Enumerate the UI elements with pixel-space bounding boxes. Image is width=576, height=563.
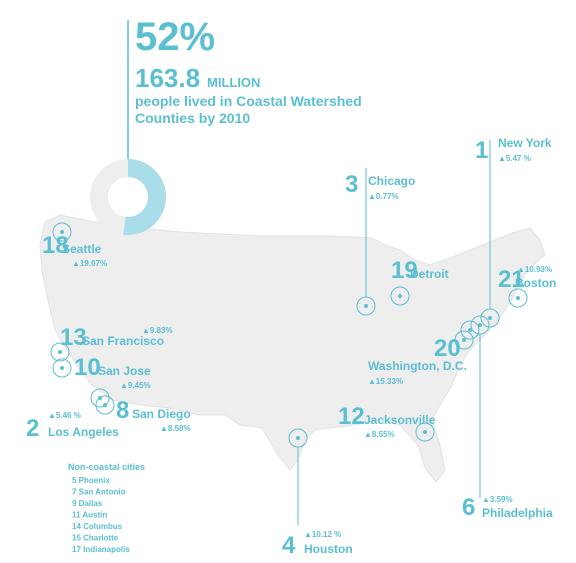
- city-name: Detroit: [410, 267, 449, 281]
- us-map: [39, 214, 546, 483]
- city-dot: [462, 338, 466, 342]
- city-dot: [58, 350, 62, 354]
- city-rank: 13: [60, 324, 87, 351]
- city-dot: [516, 296, 520, 300]
- legend-item: 9 Dallas: [72, 499, 103, 508]
- city-marker: [52, 358, 72, 378]
- city-name: Houston: [304, 542, 353, 556]
- city-change: ▲9.83%: [142, 326, 173, 335]
- city-dot: [103, 403, 107, 407]
- city-marker: [50, 342, 70, 362]
- legend-item: 15 Charlotte: [72, 534, 119, 543]
- city-dot: [398, 294, 402, 298]
- headline-percent: 52%: [135, 15, 215, 59]
- city-dot: [478, 323, 482, 327]
- city-rank: 1: [475, 137, 488, 164]
- city-name: Los Angeles: [48, 425, 119, 439]
- city-change: ▲15.33%: [368, 377, 403, 386]
- city-dot: [60, 230, 64, 234]
- caption-line: people lived in Coastal Watershed: [135, 93, 362, 109]
- city-rank: 6: [462, 494, 475, 521]
- city-change: ▲19.07%: [72, 259, 107, 268]
- city-name: Philadelphia: [482, 506, 553, 520]
- city-marker: [390, 286, 410, 306]
- city-rank: 3: [345, 171, 358, 198]
- city-marker: [508, 288, 528, 308]
- city-marker: [90, 388, 110, 408]
- caption-line: Counties by 2010: [135, 110, 250, 126]
- city-rank: 20: [434, 335, 461, 362]
- city-rank: 2: [26, 415, 39, 442]
- donut-arc: [123, 159, 166, 235]
- headline-unit: MILLION: [207, 75, 260, 90]
- city-marker: [460, 320, 480, 340]
- legend-item: 11 Austin: [72, 511, 107, 520]
- city-change: ▲0.77%: [368, 192, 399, 201]
- city-dot: [488, 316, 492, 320]
- city-marker: [52, 222, 72, 242]
- city-name: Jacksonville: [364, 413, 436, 427]
- city-name: San Jose: [98, 364, 151, 378]
- legend-item: 7 San Antonio: [72, 488, 126, 497]
- city-name: Seattle: [62, 242, 102, 256]
- city-change: ▲8.58%: [160, 424, 191, 433]
- city-rank: 19: [391, 257, 418, 284]
- city-marker: [415, 422, 435, 442]
- city-change: ▲5.46 %: [48, 411, 81, 420]
- city-dot: [468, 328, 472, 332]
- city-change: ▲8.55%: [364, 430, 395, 439]
- city-name: Chicago: [368, 174, 415, 188]
- city-rank: 18: [42, 232, 69, 259]
- city-dot: [60, 366, 64, 370]
- city-marker: [95, 395, 115, 415]
- city-name: Washington, D.C.: [368, 359, 467, 373]
- legend-item: 14 Columbus: [72, 522, 123, 531]
- city-marker: [454, 330, 474, 350]
- legend-title: Non-coastal cities: [68, 462, 145, 472]
- legend-item: 5 Phoenix: [72, 476, 110, 485]
- city-rank: 21: [498, 266, 525, 293]
- city-rank: 4: [282, 532, 296, 559]
- headline-amount: 163.8: [135, 63, 200, 93]
- city-change: ▲3.59%: [482, 495, 513, 504]
- city-dot: [296, 436, 300, 440]
- city-rank: 12: [338, 403, 365, 430]
- city-change: ▲5.47 %: [498, 154, 531, 163]
- city-name: San Francisco: [82, 334, 164, 348]
- city-change: ▲10.93%: [517, 265, 552, 274]
- legend-item: 17 Indianapolis: [72, 545, 130, 554]
- city-name: New York: [498, 136, 552, 150]
- city-rank: 10: [74, 354, 101, 381]
- city-rank: 8: [116, 397, 129, 424]
- city-change: ▲9.45%: [120, 381, 151, 390]
- city-name: Boston: [515, 276, 556, 290]
- city-dot: [364, 304, 368, 308]
- city-change: ▲10.12 %: [304, 530, 341, 539]
- city-dot: [423, 430, 427, 434]
- city-name: San Diego: [132, 407, 191, 421]
